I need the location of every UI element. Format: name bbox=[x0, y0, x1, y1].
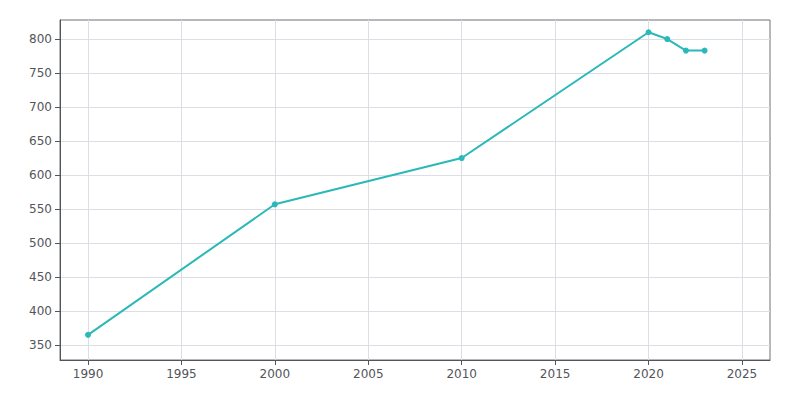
svg-text:700: 700 bbox=[29, 100, 52, 114]
svg-text:2000: 2000 bbox=[260, 367, 291, 381]
svg-text:600: 600 bbox=[29, 168, 52, 182]
svg-text:2010: 2010 bbox=[446, 367, 477, 381]
svg-text:350: 350 bbox=[29, 338, 52, 352]
svg-text:750: 750 bbox=[29, 66, 52, 80]
svg-text:400: 400 bbox=[29, 304, 52, 318]
svg-text:800: 800 bbox=[29, 32, 52, 46]
svg-text:550: 550 bbox=[29, 202, 52, 216]
svg-text:1995: 1995 bbox=[166, 367, 197, 381]
svg-text:2020: 2020 bbox=[633, 367, 664, 381]
svg-text:450: 450 bbox=[29, 270, 52, 284]
svg-text:2005: 2005 bbox=[353, 367, 384, 381]
svg-text:2015: 2015 bbox=[540, 367, 571, 381]
svg-text:500: 500 bbox=[29, 236, 52, 250]
svg-text:1990: 1990 bbox=[73, 367, 104, 381]
svg-text:2025: 2025 bbox=[727, 367, 758, 381]
svg-text:650: 650 bbox=[29, 134, 52, 148]
